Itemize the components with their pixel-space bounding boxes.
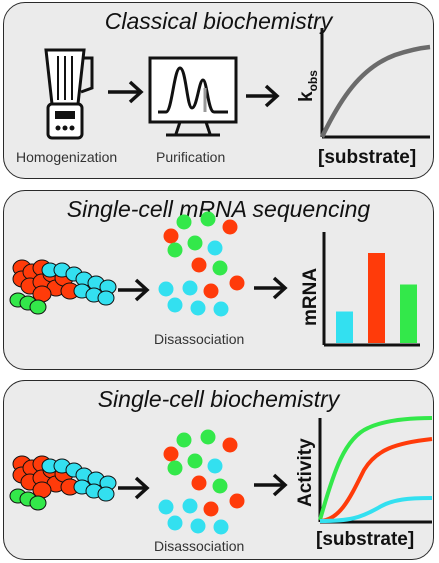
mrna-bar: [336, 311, 353, 343]
arrow-icon: [246, 84, 280, 108]
step-label-homogenization: Homogenization: [16, 149, 118, 165]
y-axis-label-kobs: kobs: [296, 70, 320, 102]
monitor-chromatogram-icon: [148, 56, 238, 137]
y-axis-label-activity: Activity: [295, 438, 316, 507]
curve-red: [319, 437, 433, 523]
arrow-icon: [254, 473, 288, 497]
step-label-purification: Purification: [156, 149, 226, 165]
dissociated-cells-icon: [158, 429, 245, 535]
step-label-disassociation: Disassociation: [154, 331, 245, 347]
y-axis-label-mrna: mRNA: [300, 268, 321, 326]
activity-plot: Activity [substrate]: [295, 416, 433, 550]
panel-title: Single-cell mRNA sequencing: [66, 196, 371, 222]
arrow-icon: [254, 276, 288, 300]
kinetics-plot-gray: kobs [substrate]: [296, 28, 431, 168]
arrow-icon: [108, 80, 144, 104]
mrna-bar: [400, 284, 417, 343]
pancreas-cells-icon: [9, 259, 117, 315]
blender-icon: [44, 48, 94, 140]
curve-cyan: [319, 496, 433, 523]
x-axis-label: [substrate]: [318, 147, 416, 168]
step-label-disassociation: Disassociation: [154, 538, 245, 554]
panel-title: Classical biochemistry: [104, 8, 333, 34]
mrna-bar-chart: mRNA: [300, 232, 420, 347]
arrow-icon: [118, 278, 150, 302]
dissociated-cells-icon: [158, 211, 245, 317]
curve-green: [318, 416, 433, 521]
x-axis-label: [substrate]: [316, 529, 414, 550]
pancreas-cells-icon: [9, 455, 117, 511]
arrow-icon: [118, 476, 150, 500]
mrna-bar: [368, 253, 385, 343]
panel-title: Single-cell biochemistry: [97, 386, 340, 412]
